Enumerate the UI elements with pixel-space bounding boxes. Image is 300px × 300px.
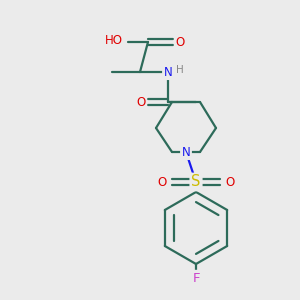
Text: N: N [182,146,190,158]
Text: F: F [192,272,200,284]
Text: H: H [176,65,184,75]
Text: O: O [225,176,235,188]
Text: O: O [158,176,166,188]
Text: HO: HO [105,34,123,46]
Text: O: O [176,35,184,49]
Text: S: S [191,175,201,190]
Text: N: N [164,65,172,79]
Text: O: O [136,95,146,109]
